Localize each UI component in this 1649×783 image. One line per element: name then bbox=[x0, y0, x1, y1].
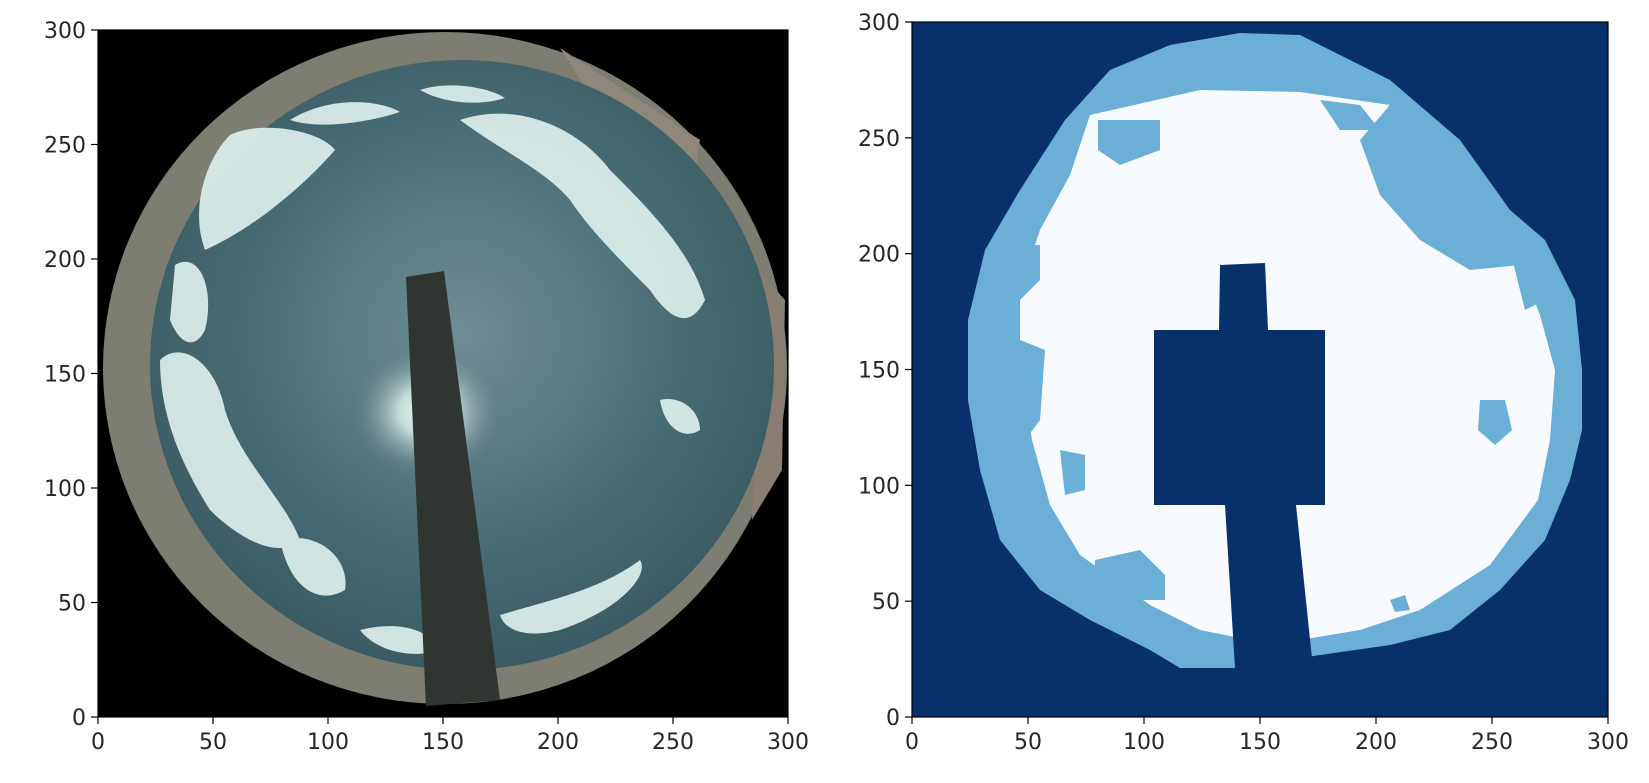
left-y-tick-label: 300 bbox=[44, 19, 86, 44]
right-x-tick-label: 150 bbox=[1239, 730, 1281, 755]
left-y-tick-label: 50 bbox=[58, 592, 86, 617]
thin-cloud-patches bbox=[1005, 100, 1545, 612]
right-y-tick-label: 0 bbox=[886, 706, 900, 731]
left-x-tick-label: 100 bbox=[307, 730, 349, 755]
left-x-tick-label: 50 bbox=[199, 730, 227, 755]
right-y-tick-label: 250 bbox=[858, 127, 900, 152]
left-x-tick-label: 150 bbox=[422, 730, 464, 755]
left-y-tick-label: 250 bbox=[44, 134, 86, 159]
right-x-tick-label: 200 bbox=[1355, 730, 1397, 755]
axes-layer: 0 50 100 150 200 250 300 0 50 100 150 200 250 300 0 50 1… bbox=[44, 11, 1629, 755]
right-x-tick-label: 50 bbox=[1014, 730, 1042, 755]
right-x-tick-label: 100 bbox=[1123, 730, 1165, 755]
left-x-tick-label: 200 bbox=[537, 730, 579, 755]
masked-shadowband bbox=[1154, 263, 1325, 668]
right-mask-panel bbox=[912, 22, 1608, 717]
right-y-tick-label: 100 bbox=[858, 474, 900, 499]
left-image-panel bbox=[98, 30, 788, 717]
left-x-tick-label: 300 bbox=[767, 730, 809, 755]
shadowband-pole bbox=[406, 271, 500, 706]
clouds bbox=[160, 85, 705, 654]
left-y-tick-label: 200 bbox=[44, 248, 86, 273]
right-y-tick-label: 200 bbox=[858, 243, 900, 268]
right-y-tick-label: 150 bbox=[858, 359, 900, 384]
left-x-tick-label: 250 bbox=[652, 730, 694, 755]
left-y-tick-label: 150 bbox=[44, 363, 86, 388]
right-x-tick-label: 250 bbox=[1471, 730, 1513, 755]
left-y-tick-label: 0 bbox=[72, 706, 86, 731]
left-y-tick-label: 100 bbox=[44, 477, 86, 502]
right-x-tick-label: 300 bbox=[1587, 730, 1629, 755]
right-y-tick-label: 50 bbox=[872, 590, 900, 615]
right-y-tick-label: 300 bbox=[858, 11, 900, 36]
left-x-tick-label: 0 bbox=[91, 730, 105, 755]
right-x-tick-label: 0 bbox=[905, 730, 919, 755]
